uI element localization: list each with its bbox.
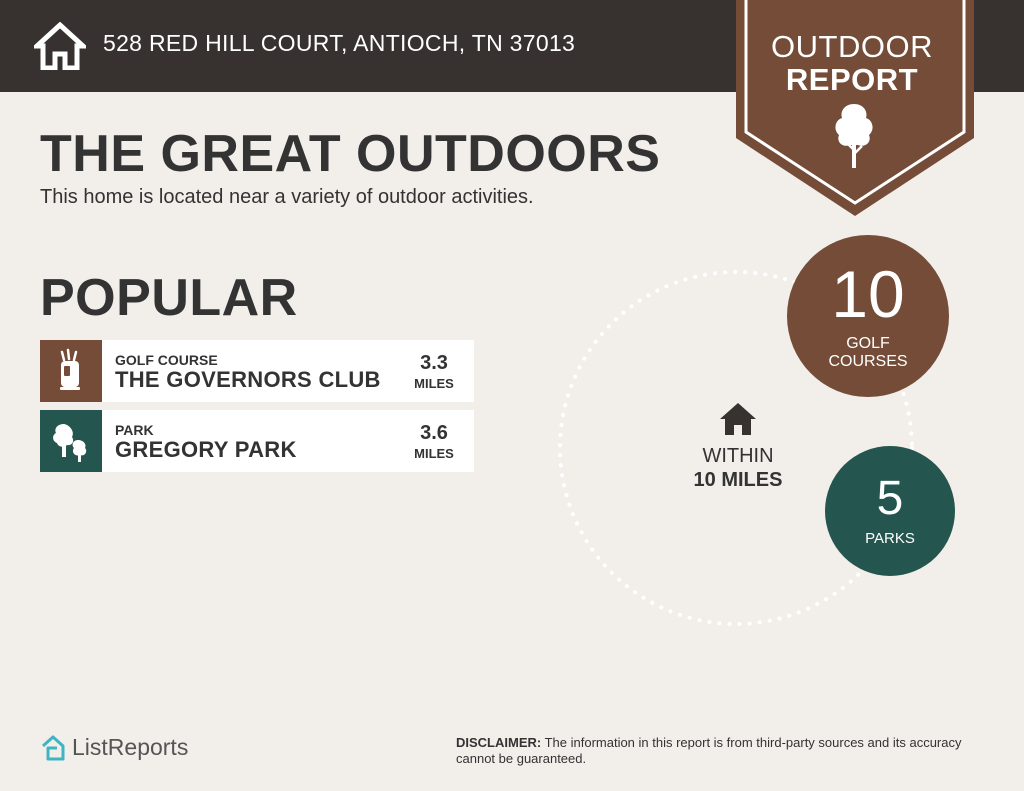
park-count-bubble: 5 PARKS [825,446,955,576]
trees-icon [53,424,87,462]
home-icon [720,403,756,435]
popular-item-type: PARK [115,422,154,438]
disclaimer-label: DISCLAIMER: [456,735,542,750]
popular-item-name: GREGORY PARK [115,437,297,462]
page-title: THE GREAT OUTDOORS [40,125,661,183]
golf-count-bubble: 10 GOLF COURSES [787,235,949,397]
park-count-label: PARKS [865,530,915,547]
popular-item-type: GOLF COURSE [115,352,218,368]
home-icon [34,22,86,70]
popular-item-name: THE GOVERNORS CLUB [115,367,381,392]
brand-name: ListReports [72,734,189,760]
golf-icon-box [40,340,102,402]
badge-title-line2: REPORT [785,62,919,97]
park-icon-box [40,410,102,472]
badge-title-line1: OUTDOOR [771,29,933,64]
radius-label-line1: WITHIN [702,445,774,467]
popular-item-unit: MILES [414,376,454,391]
radius-ring [558,270,914,626]
golf-count: 10 [831,257,905,331]
listreports-logo-icon [41,735,65,761]
popular-item-distance: 3.3 [420,352,448,374]
popular-item-park[interactable]: PARK GREGORY PARK 3.6 MILES [40,410,474,472]
radius-label: WITHIN 10 MILES [678,444,798,492]
disclaimer-text: The information in this report is from t… [456,735,962,766]
golf-bag-icon [60,348,80,390]
section-title-popular: POPULAR [40,269,298,327]
popular-item-distance: 3.6 [420,422,448,444]
popular-item-unit: MILES [414,446,454,461]
radius-label-line2: 10 MILES [693,469,783,491]
badge-title: OUTDOOR REPORT [734,30,970,96]
popular-item-golf[interactable]: GOLF COURSE THE GOVERNORS CLUB 3.3 MILES [40,340,474,402]
disclaimer: DISCLAIMER: The information in this repo… [456,735,986,767]
tree-icon [835,104,873,168]
park-count: 5 [876,472,904,525]
golf-count-label: GOLF COURSES [828,335,908,370]
page-subtitle: This home is located near a variety of o… [40,186,534,208]
property-address: 528 RED HILL COURT, ANTIOCH, TN 37013 [103,30,576,56]
